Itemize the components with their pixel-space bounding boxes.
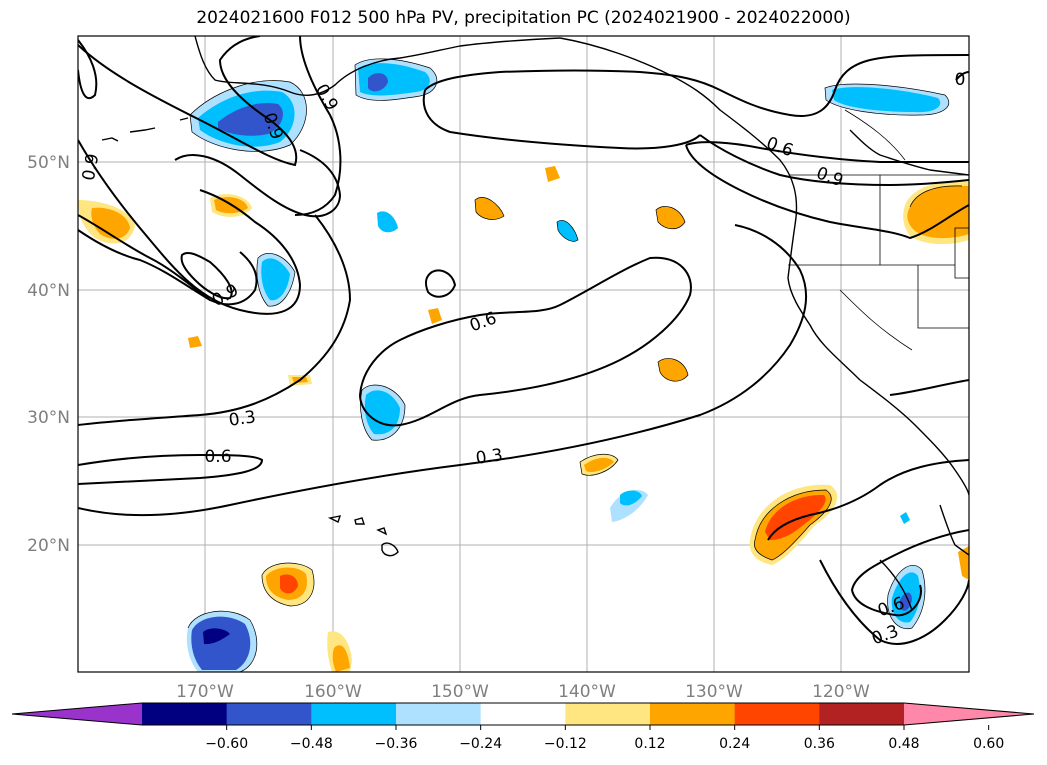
colorbar-bin bbox=[734, 703, 820, 725]
colorbar-bin bbox=[819, 703, 905, 725]
colorbar-extend-high bbox=[904, 703, 1034, 725]
pv-contours bbox=[78, 36, 969, 645]
lon-label: 160°W bbox=[304, 682, 362, 702]
precip-positive-hawaii-east bbox=[749, 484, 838, 565]
precip-positive-nw-us bbox=[903, 181, 969, 245]
gridlines bbox=[78, 36, 969, 672]
lat-label: 30°N bbox=[27, 408, 70, 428]
lon-label: 130°W bbox=[685, 682, 743, 702]
precip-outlines bbox=[187, 58, 963, 672]
lon-label: 120°W bbox=[812, 682, 870, 702]
colorbar-bin bbox=[142, 703, 228, 725]
colorbar-tick-label: −0.12 bbox=[544, 736, 587, 752]
colorbar-outline bbox=[11, 702, 1035, 726]
contour-label: 0.3 bbox=[475, 445, 505, 469]
colorbar-tick-label: −0.24 bbox=[459, 736, 502, 752]
colorbar-tick-label: 0.48 bbox=[888, 736, 919, 752]
colorbar-tick-label: −0.48 bbox=[290, 736, 333, 752]
contour-label: 0.6 bbox=[204, 447, 231, 467]
longitude-tick-labels: 170°W 160°W 150°W 140°W 130°W 120°W bbox=[176, 682, 870, 702]
precip-negative-alaska-north bbox=[355, 58, 437, 101]
colorbar-tick-label: 0.12 bbox=[634, 736, 665, 752]
precip-negative-hawaii-south bbox=[186, 611, 257, 672]
colorbar-tick-label: 0.24 bbox=[719, 736, 750, 752]
lon-label: 150°W bbox=[431, 682, 489, 702]
colorbar-bin bbox=[565, 703, 651, 725]
political-borders bbox=[788, 109, 969, 351]
colorbar-tick-label: −0.60 bbox=[205, 736, 248, 752]
precip-negative-small bbox=[256, 211, 910, 524]
latitude-tick-labels: 50°N 40°N 30°N 20°N bbox=[27, 153, 70, 556]
colorbar: −0.60 −0.48 −0.36 −0.24 −0.12 0.12 0.24 0.36 0.4… bbox=[11, 702, 1035, 752]
contour-label: 0 bbox=[955, 70, 966, 90]
colorbar-bin bbox=[650, 703, 736, 725]
colorbar-bin bbox=[226, 703, 312, 725]
contour-label: 0.3 bbox=[228, 407, 258, 431]
colorbar-bin bbox=[396, 703, 482, 725]
lat-label: 20°N bbox=[27, 536, 70, 556]
coastlines bbox=[101, 36, 969, 611]
contour-labels: 0.9 0.9 0.9 0.9 0.6 0.9 0.6 0.3 0.6 0.3 … bbox=[79, 70, 966, 649]
colorbar-extend-low bbox=[12, 703, 142, 725]
map-frame bbox=[77, 35, 970, 673]
precip-negative-bc-coast bbox=[825, 84, 949, 116]
lat-label: 40°N bbox=[27, 281, 70, 301]
lon-label: 170°W bbox=[176, 682, 234, 702]
map-title: 2024021600 F012 500 hPa PV, precipitatio… bbox=[196, 8, 851, 28]
colorbar-tick-label: −0.36 bbox=[375, 736, 418, 752]
colorbar-bin bbox=[480, 703, 566, 725]
contour-label: 0.9 bbox=[79, 152, 103, 182]
lon-label: 140°W bbox=[558, 682, 616, 702]
colorbar-tick-label: 0.60 bbox=[973, 736, 1004, 752]
lat-label: 50°N bbox=[27, 153, 70, 173]
colorbar-tick-label: 0.36 bbox=[804, 736, 835, 752]
colorbar-bin bbox=[311, 703, 397, 725]
